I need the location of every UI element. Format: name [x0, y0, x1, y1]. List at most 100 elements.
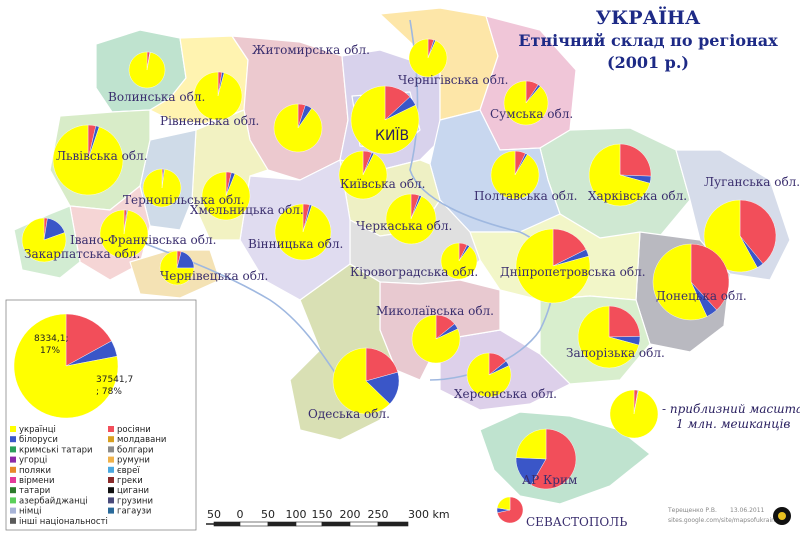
scale-bar: 50 0 50 100 150 200 250 300 km	[206, 508, 450, 527]
legend-swatch-left-5	[10, 477, 16, 483]
pie-kharkiv	[588, 143, 652, 207]
pie-slice-dnipro-ua	[515, 228, 591, 304]
pie-chernihiv	[408, 38, 448, 78]
pie-slice-lviv-ua	[52, 124, 124, 196]
legend-swatch-left-8	[10, 507, 16, 514]
label-chernivtsi: Чернівецька обл.	[160, 269, 268, 283]
pie-slice-luhansk-ru	[739, 199, 777, 265]
scale-segment-4	[321, 521, 351, 527]
label-zhytomyr: Житомирська обл.	[252, 43, 370, 57]
label-zakarpattia: Закарпатська обл.	[24, 247, 140, 261]
label-sumy: Сумська обл.	[490, 107, 573, 121]
legend-label-right-0: росіяни	[117, 425, 151, 435]
legend-label-right-4: євреї	[117, 466, 140, 476]
pie-luhansk	[703, 199, 777, 273]
label-luhansk: Луганська обл.	[704, 175, 800, 189]
credit-date: 13.06.2011	[730, 507, 765, 514]
pie-donetsk	[652, 243, 730, 321]
pie-slice-vinnytsia-ua	[274, 203, 332, 261]
pie-sumy	[503, 80, 549, 126]
pie-chernivtsi	[159, 250, 195, 286]
legend-swatch-right-3	[108, 456, 114, 463]
legend-swatch-right-6	[108, 487, 114, 494]
region-labels: Волинська обл. Рівненська обл. Житомирсь…	[24, 43, 800, 529]
note-line1: - приблизний масштаб	[662, 402, 800, 416]
label-rivne: Рівненська обл.	[160, 114, 259, 128]
pie-sevastopol	[496, 496, 524, 524]
label-ivano-frankivsk: Івано-Франківська обл.	[70, 233, 216, 247]
scale-tick-2: 50	[261, 508, 275, 521]
scale-tick-1: 0	[237, 508, 244, 521]
region-pies	[21, 38, 777, 524]
note-line2: 1 млн. мешканців	[676, 417, 790, 431]
scale-tick-6: 250	[368, 508, 389, 521]
label-dnipro: Дніпропетровська обл.	[500, 265, 646, 279]
label-poltava: Полтавська обл.	[474, 189, 577, 203]
legend-swatch-left-2	[10, 446, 16, 453]
pie-slice-rivne-ua	[193, 71, 243, 121]
inset-pct-ua: ; 78%	[96, 387, 122, 397]
pie-slice-zaporizhzhia-ru	[608, 305, 641, 338]
legend-swatch-left-4	[10, 466, 16, 473]
pie-zhytomyr	[273, 103, 323, 153]
legend-label-right-6: цигани	[117, 486, 149, 496]
label-lviv: Львівська обл.	[56, 149, 148, 163]
scale-tick-3: 100	[286, 508, 307, 521]
legend-label-left-4: поляки	[19, 466, 51, 476]
legend-swatch-left-0	[10, 426, 16, 432]
pie-kyiv-obl	[338, 150, 388, 200]
map-title: УКРАЇНА Етнічний склад по регіонах (2001…	[518, 6, 778, 72]
pie-crimea	[515, 428, 577, 490]
scale-tick-7: 300 km	[408, 508, 450, 521]
title-line3: (2001 р.)	[607, 53, 689, 72]
credit-author: Терещенко Р.В.	[667, 507, 717, 514]
pie-slice-odesa-ru	[365, 347, 399, 382]
pie-slice-mykolaiv-ua	[411, 314, 461, 364]
legend-label-left-8: німці	[19, 507, 41, 517]
legend-label-left-3: угорці	[19, 456, 47, 466]
label-chernihiv: Чернігівська обл.	[398, 73, 508, 87]
label-kyiv-city: КИЇВ	[375, 126, 409, 144]
legend-swatch-left-6	[10, 487, 16, 494]
label-crimea: АР Крим	[522, 473, 577, 487]
legend-swatch-left-1	[10, 436, 16, 443]
legend-swatch-right-7	[108, 497, 114, 504]
inset-value-ru: 8334,1;	[34, 334, 69, 344]
pie-slice-chernivtsi-ua	[159, 250, 195, 286]
label-cherkasy: Черкаська обл.	[356, 219, 452, 233]
note-pie	[609, 389, 659, 439]
scale-segment-3	[295, 521, 323, 527]
label-mykolaiv: Миколаївська обл.	[376, 304, 494, 318]
pie-slice-donetsk-ua	[652, 243, 708, 321]
label-kirovohrad: Кіровоградська обл.	[350, 265, 478, 279]
pie-slice-odesa-ua	[332, 347, 391, 415]
legend-label-right-1: молдавани	[117, 435, 166, 445]
scale-tick-0: 50	[207, 508, 221, 521]
legend-label-right-3: румуни	[117, 456, 150, 466]
river-dniester	[109, 229, 341, 381]
scale-note: - приблизний масштаб 1 млн. мешканців	[609, 389, 800, 439]
pie-slice-national-ru	[65, 313, 112, 367]
legend-swatch-left-3	[10, 456, 16, 463]
pie-zakarpattia	[21, 217, 67, 263]
pie-slice-kharkiv-ru	[619, 143, 652, 177]
legend-swatch-right-1	[108, 436, 114, 443]
label-donetsk: Донецька обл.	[656, 289, 747, 303]
inset-pie	[13, 313, 119, 419]
pie-slice-donetsk-ru	[690, 243, 730, 311]
label-sevastopol: СЕВАСТОПОЛЬ	[526, 515, 627, 529]
legend-label-left-7: азербайджанці	[19, 496, 88, 506]
legend-label-left-0: українці	[19, 425, 56, 435]
pie-dnipro	[515, 228, 591, 304]
legend-swatch-left-9	[10, 517, 16, 524]
pie-slice-kherson-ua	[466, 352, 512, 398]
scale-segment-2	[267, 521, 297, 527]
pie-slice-zakarpattia-ua	[21, 217, 67, 263]
legend-label-left-5: вірмени	[19, 476, 55, 486]
pie-slice-cherkasy-ua	[385, 193, 437, 245]
pie-slice-zhytomyr-ua	[273, 103, 323, 153]
pie-lviv	[52, 124, 124, 196]
scale-segment-6	[377, 521, 409, 527]
legend-label-right-2: болгари	[117, 445, 153, 455]
pie-slice-crimea-ua	[515, 428, 547, 460]
